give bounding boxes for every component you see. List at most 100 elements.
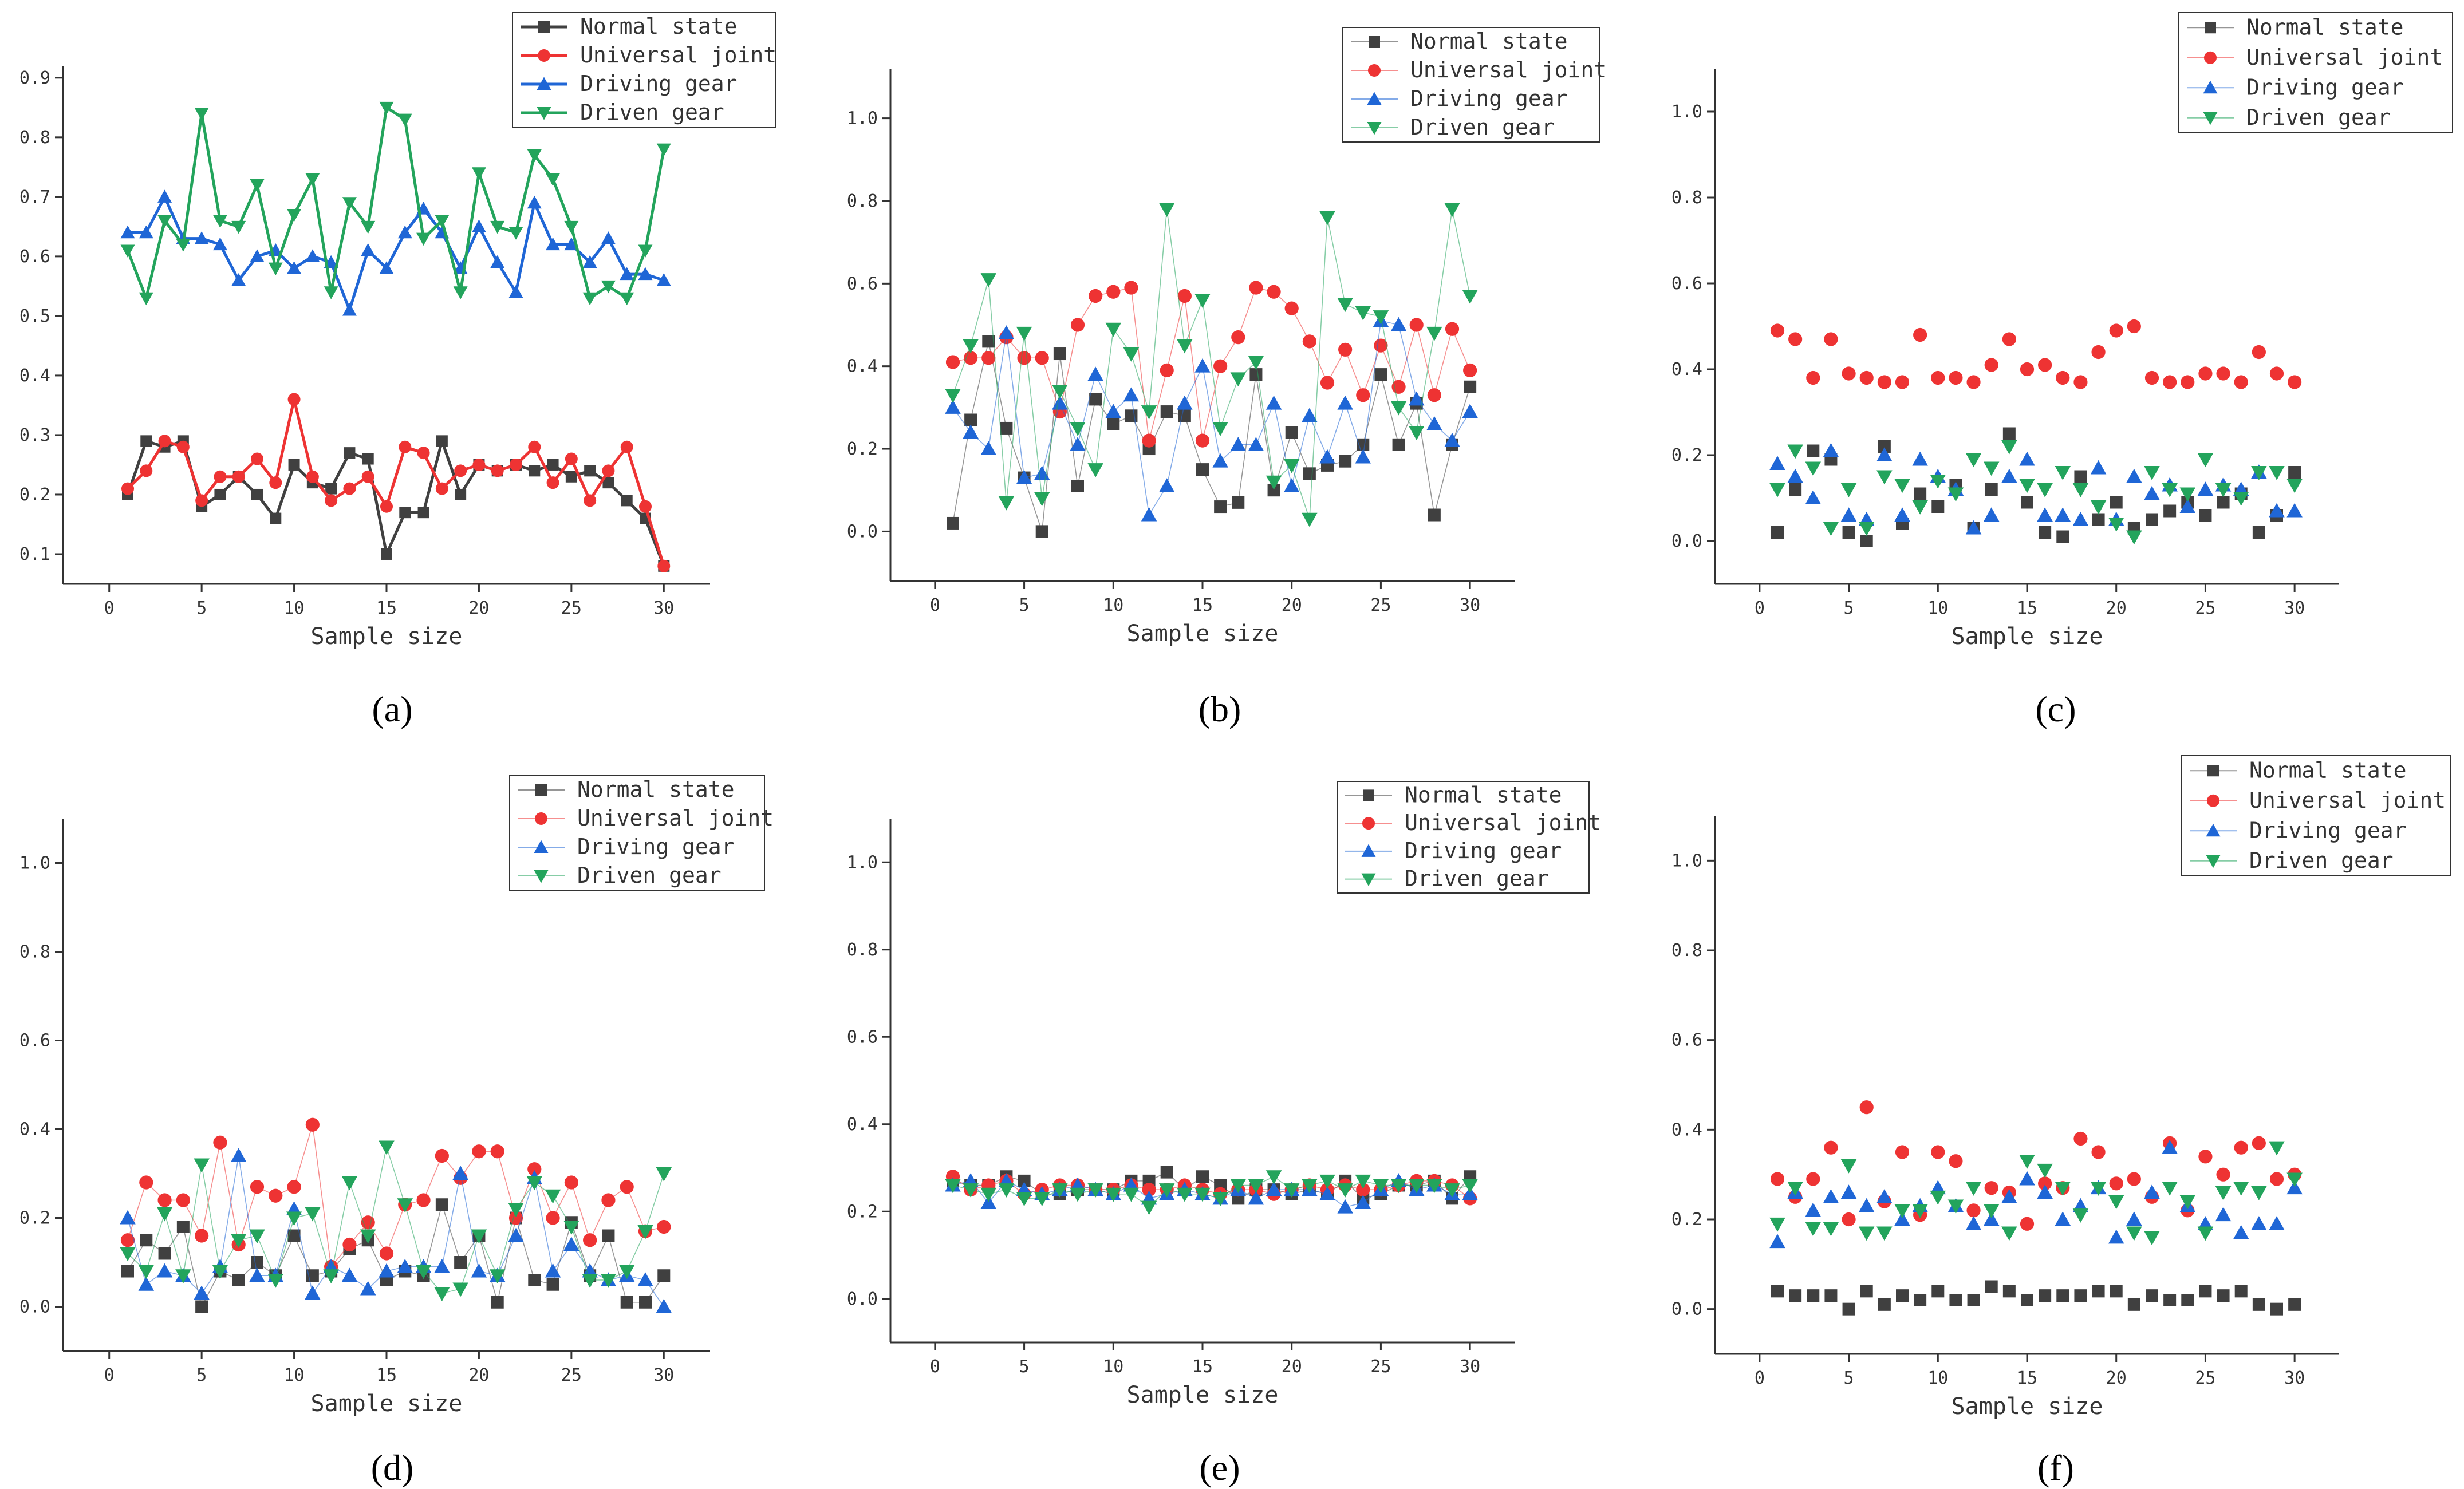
data-point: [2001, 1189, 2017, 1203]
legend-label: Normal state: [580, 14, 738, 39]
data-point: [1177, 1187, 1193, 1202]
data-point: [1303, 467, 1316, 480]
data-point: [1016, 1192, 1032, 1207]
data-point: [1824, 1140, 1838, 1155]
data-point: [138, 1277, 155, 1291]
data-point: [1858, 1226, 1875, 1241]
y-tick-label: 0.6: [847, 1027, 878, 1047]
data-point: [379, 1246, 394, 1261]
data-point: [2233, 492, 2249, 506]
x-tick-label: 10: [1927, 598, 1948, 618]
legend-label: Driving gear: [1410, 86, 1568, 111]
y-tick-label: 0.0: [1671, 531, 1702, 551]
series-normal: [1771, 1280, 2301, 1316]
data-point: [2144, 1184, 2160, 1199]
data-point: [2216, 1167, 2230, 1182]
data-point: [1894, 507, 1910, 522]
data-point: [2163, 504, 2177, 518]
data-point: [176, 440, 190, 453]
data-point: [2090, 1182, 2107, 1196]
data-point: [416, 232, 431, 246]
panel-b: 0.0 0.2 0.4 0.6 0.8 1.0 0 5 10 15 20 25 30 Sample siz…: [847, 27, 1607, 729]
data-point: [963, 339, 979, 354]
data-point: [1160, 1166, 1173, 1179]
data-point: [1965, 520, 1982, 535]
data-point: [1124, 281, 1138, 295]
legend-marker: [1368, 64, 1381, 77]
data-point: [415, 1265, 432, 1279]
data-point: [980, 441, 997, 456]
series-line: [952, 208, 1470, 520]
data-point: [2181, 375, 2195, 389]
data-point: [1267, 285, 1281, 299]
y-tick-label: 0.6: [1671, 274, 1702, 294]
legend-label: Driving gear: [1405, 838, 1562, 863]
data-point: [1408, 391, 1425, 406]
data-point: [1769, 1234, 1785, 1249]
data-point: [546, 476, 559, 489]
data-point: [454, 1256, 467, 1269]
y-tick-label: 0.0: [1671, 1300, 1702, 1320]
legend-label: Universal joint: [1405, 810, 1601, 835]
data-point: [175, 1269, 191, 1283]
data-point: [2038, 1176, 2052, 1191]
data-point: [1000, 421, 1013, 435]
data-point: [2126, 530, 2142, 545]
data-point: [563, 1221, 579, 1235]
data-point: [620, 440, 633, 453]
data-point: [1142, 1183, 1156, 1197]
data-point: [120, 1233, 135, 1247]
panel-label: (f): [2037, 1447, 2074, 1488]
data-point: [657, 1269, 671, 1282]
data-point: [1087, 463, 1103, 477]
data-point: [435, 1198, 448, 1211]
data-point: [1806, 1172, 1820, 1186]
data-point: [2037, 483, 2053, 497]
data-point: [1230, 1179, 1247, 1194]
data-point: [1912, 500, 1928, 515]
data-point: [1285, 426, 1298, 439]
legend-label: Universal joint: [2249, 788, 2446, 813]
data-point: [545, 1263, 561, 1278]
data-point: [563, 1237, 579, 1251]
legend-label: Driving gear: [580, 71, 738, 96]
data-point: [341, 1176, 358, 1191]
data-point: [2127, 1172, 2141, 1186]
data-point: [2021, 1294, 2033, 1306]
data-point: [1337, 1199, 1353, 1214]
data-point: [2199, 1285, 2212, 1298]
panel-label: (a): [372, 689, 412, 729]
data-point: [2234, 1140, 2248, 1155]
data-point: [1842, 366, 1856, 381]
data-point: [1965, 453, 1982, 468]
x-tick-label: 25: [1370, 595, 1391, 615]
data-point: [232, 1274, 245, 1286]
data-point: [2073, 375, 2088, 389]
data-point: [2179, 1195, 2196, 1210]
data-point: [1985, 483, 1998, 496]
data-point: [982, 335, 995, 348]
data-point: [1265, 1170, 1282, 1184]
data-point: [584, 465, 596, 477]
data-point: [2127, 319, 2141, 334]
legend-marker: [538, 21, 550, 33]
series-universal: [121, 393, 671, 572]
panel-a: 0.1 0.2 0.3 0.4 0.5 0.6 0.7 0.8 0.9 0 5 10 15 20 25 30 S…: [19, 12, 776, 729]
data-point: [1877, 375, 1891, 389]
data-point: [2198, 366, 2213, 381]
data-point: [656, 272, 671, 286]
data-point: [1463, 363, 1477, 377]
data-point: [621, 495, 633, 507]
x-tick-label: 30: [2284, 598, 2305, 618]
data-point: [1231, 330, 1245, 345]
data-point: [1914, 487, 1927, 500]
data-point: [305, 249, 320, 262]
legend-marker: [537, 77, 551, 90]
data-point: [2217, 1289, 2230, 1302]
data-point: [1248, 437, 1264, 451]
data-point: [526, 1176, 543, 1191]
data-point: [547, 459, 559, 471]
data-point: [1070, 1187, 1086, 1202]
data-point: [1017, 351, 1031, 365]
legend-marker: [538, 49, 550, 62]
